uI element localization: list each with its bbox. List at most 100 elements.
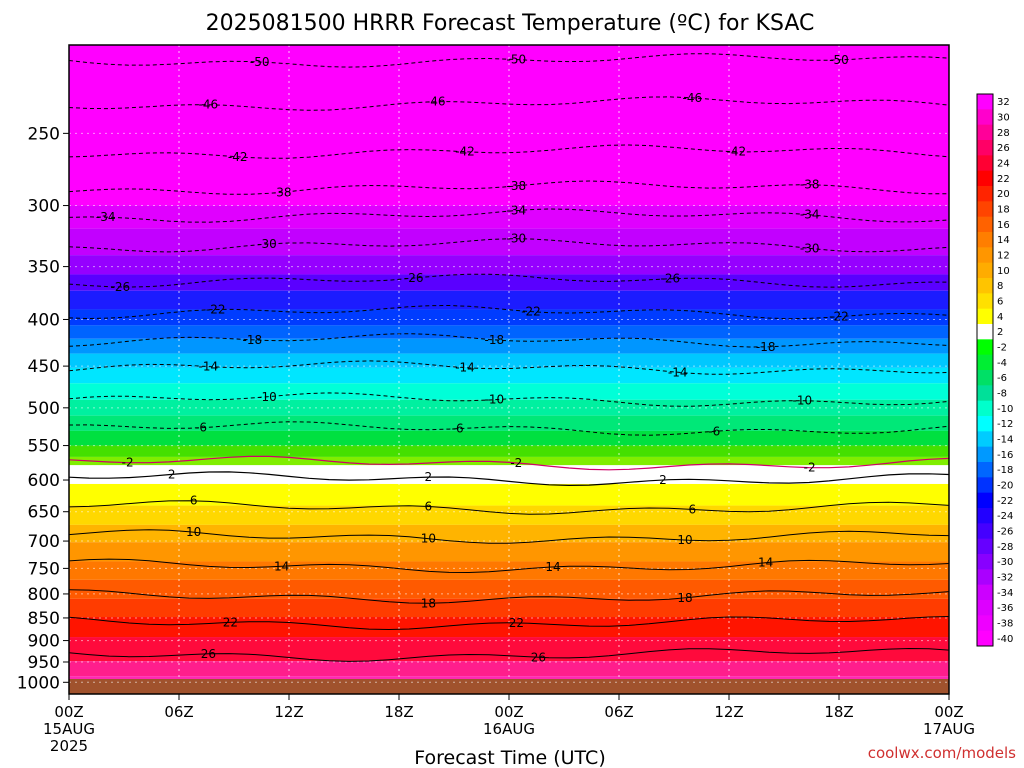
colorbar-swatch bbox=[977, 477, 993, 494]
x-tick-label: 06Z bbox=[164, 703, 193, 721]
colorbar-swatch bbox=[977, 308, 993, 325]
colorbar-swatch bbox=[977, 339, 993, 356]
contour-label: -50 bbox=[829, 53, 849, 67]
chart-title: 2025081500 HRRR Forecast Temperature (ºC… bbox=[206, 11, 815, 36]
contour-line bbox=[68, 273, 949, 288]
contour-label: -46 bbox=[426, 95, 446, 109]
colorbar-swatch bbox=[977, 324, 993, 340]
contour-label: -26 bbox=[111, 280, 131, 294]
plot-area: -50 -50 -50 -46 -46 -46 -42 -42 -42 -38 -38 -38 -34 -… bbox=[68, 44, 950, 695]
colorbar-swatch bbox=[977, 354, 993, 371]
colorbar-swatch bbox=[977, 247, 993, 264]
contour-label: -22 bbox=[829, 310, 849, 324]
colorbar-swatch bbox=[977, 109, 993, 126]
contour-line bbox=[68, 360, 950, 375]
x-tick-label: 00Z bbox=[494, 703, 523, 721]
color-band bbox=[69, 274, 949, 291]
colorbar-swatch bbox=[977, 400, 993, 417]
colorbar-swatch bbox=[977, 155, 993, 172]
x-tick-sublabel: 15AUG bbox=[43, 720, 95, 738]
colorbar-swatch bbox=[977, 385, 993, 402]
colorbar-label: -4 bbox=[997, 358, 1007, 369]
colorbar-label: 12 bbox=[997, 251, 1010, 262]
colorbar-swatch bbox=[977, 278, 993, 294]
colorbar-swatch bbox=[977, 140, 993, 156]
colorbar-swatch bbox=[977, 186, 993, 202]
contour-label: 18 bbox=[421, 596, 436, 610]
colorbar-swatch bbox=[977, 416, 993, 432]
contour-label: -14 bbox=[199, 360, 219, 374]
x-tick-label: 00Z bbox=[54, 703, 83, 721]
y-tick-label: 850 bbox=[28, 609, 60, 629]
contour-line bbox=[68, 647, 950, 662]
colorbar-swatch bbox=[977, 170, 993, 187]
color-band bbox=[69, 445, 949, 457]
colorbar-label: 2 bbox=[997, 327, 1003, 338]
colorbar-label: 32 bbox=[997, 97, 1010, 108]
colorbar-swatch bbox=[977, 600, 993, 616]
contour-label: -14 bbox=[455, 361, 475, 375]
colorbar-swatch bbox=[977, 232, 993, 248]
y-tick-label: 450 bbox=[28, 357, 60, 377]
colorbar-swatch bbox=[977, 370, 993, 386]
colorbar-swatch bbox=[977, 124, 993, 141]
contour-label: -30 bbox=[800, 241, 820, 255]
y-tick-label: 250 bbox=[28, 124, 60, 144]
x-tick-label: 00Z bbox=[934, 703, 963, 721]
colorbar-swatch bbox=[977, 446, 993, 463]
contour-label: -18 bbox=[756, 340, 776, 354]
y-tick-label: 1000 bbox=[17, 673, 60, 693]
contour-label: 2 bbox=[425, 470, 433, 484]
x-tick-label: 06Z bbox=[604, 703, 633, 721]
color-band bbox=[69, 290, 949, 310]
colorbar-label: 4 bbox=[997, 312, 1003, 323]
contour-label: -38 bbox=[272, 185, 292, 199]
colorbar-swatch bbox=[977, 462, 993, 478]
contour-label: -22 bbox=[521, 305, 541, 319]
x-tick-label: 12Z bbox=[714, 703, 743, 721]
contour-label: 14 bbox=[274, 559, 289, 573]
contour-label: -10 bbox=[485, 393, 505, 407]
contour-label: -18 bbox=[243, 333, 263, 347]
contour-label: -2 bbox=[804, 461, 816, 475]
colorbar-swatch bbox=[977, 630, 993, 647]
colorbar-swatch bbox=[977, 293, 993, 310]
color-band bbox=[69, 598, 949, 618]
contour-label: -46 bbox=[683, 91, 703, 105]
colorbar-swatch bbox=[977, 508, 993, 524]
contour-label: -42 bbox=[228, 150, 248, 164]
colorbar-label: 8 bbox=[997, 281, 1003, 292]
contour-label: -26 bbox=[404, 271, 424, 285]
x-tick-label: 18Z bbox=[824, 703, 853, 721]
colorbar-label: 20 bbox=[997, 189, 1010, 200]
colorbar-label: 6 bbox=[997, 297, 1003, 308]
x-tick-sublabel: 16AUG bbox=[483, 720, 535, 738]
y-tick-label: 300 bbox=[28, 197, 60, 217]
y-axis: 250 300 350 400 450 500 550 600 650 700 750 800 850 9… bbox=[17, 124, 69, 693]
contour-label: -30 bbox=[257, 237, 277, 251]
contour-label: 6 bbox=[190, 494, 198, 508]
colorbar-label: -26 bbox=[997, 527, 1013, 538]
contour-line bbox=[68, 616, 950, 631]
contour-label: -14 bbox=[668, 365, 688, 379]
contour-label: 2 bbox=[659, 473, 667, 487]
colorbar-swatch bbox=[977, 584, 993, 601]
color-band bbox=[69, 456, 949, 466]
y-tick-label: 650 bbox=[28, 503, 60, 523]
y-tick-label: 700 bbox=[28, 532, 60, 552]
colorbar-frame bbox=[976, 93, 994, 647]
color-band bbox=[69, 255, 949, 275]
colorbar-label: -10 bbox=[997, 404, 1013, 415]
credit-text: coolwx.com/models bbox=[868, 744, 1016, 762]
colorbar: 32 30 28 26 24 22 20 18 16 14 12 10 8 6 4 2 -2 -4 -6 -8 -10 -… bbox=[976, 93, 1013, 647]
x-tick-label: 18Z bbox=[384, 703, 413, 721]
colorbar-label: -12 bbox=[997, 419, 1013, 430]
contour-label: -46 bbox=[199, 98, 219, 112]
colorbar-swatch bbox=[977, 554, 993, 570]
colorbar-label: -20 bbox=[997, 481, 1013, 492]
colorbar-swatch bbox=[977, 431, 993, 448]
colorbar-label: 22 bbox=[997, 174, 1010, 185]
contour-label: 10 bbox=[421, 532, 436, 546]
contour-line bbox=[68, 558, 950, 574]
